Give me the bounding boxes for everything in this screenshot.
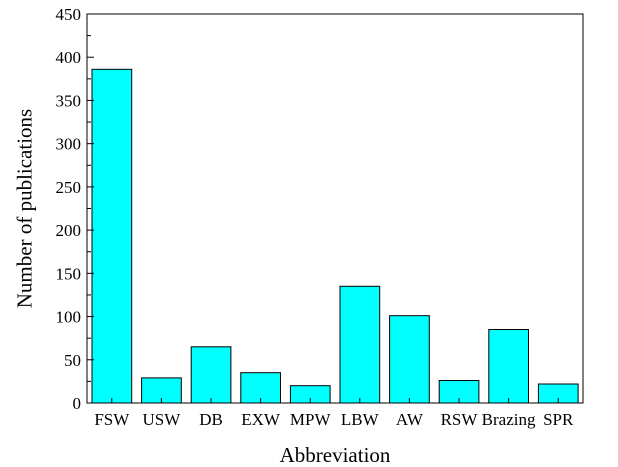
x-tick-label: DB — [199, 410, 223, 429]
bar-lbw — [339, 285, 381, 404]
x-tick-label: Brazing — [482, 410, 536, 429]
y-tick-label: 250 — [56, 178, 82, 197]
x-tick-label: EXW — [241, 410, 281, 429]
x-tick-label: RSW — [441, 410, 479, 429]
x-tick-label: USW — [143, 410, 182, 429]
y-tick-label: 300 — [56, 135, 82, 154]
ticks-layer — [87, 13, 559, 404]
bar-db — [190, 346, 232, 404]
labels-layer: FSW USW DB EXW MPW LBW AW RSW Brazing SPR 0 50 100 15… — [56, 5, 574, 429]
y-tick-label: 450 — [56, 5, 82, 24]
bar-aw — [389, 315, 430, 404]
y-tick-label: 400 — [56, 48, 82, 67]
y-tick-label: 350 — [56, 91, 82, 110]
bar-fsw — [91, 68, 133, 404]
x-tick-label: SPR — [543, 410, 574, 429]
y-tick-label: 200 — [56, 221, 82, 240]
bar-exw — [240, 372, 282, 404]
y-tick-label: 0 — [73, 394, 82, 413]
x-tick-label: AW — [396, 410, 424, 429]
y-tick-label: 50 — [64, 351, 81, 370]
bar-brazing — [488, 329, 529, 404]
y-tick-label: 150 — [56, 264, 82, 283]
x-tick-label: FSW — [94, 410, 130, 429]
y-axis-title: Number of publications — [12, 109, 36, 308]
y-tick-label: 100 — [56, 308, 82, 327]
x-tick-label: LBW — [341, 410, 380, 429]
bars-layer — [91, 68, 579, 404]
plot-frame — [86, 13, 584, 404]
x-axis-title: Abbreviation — [280, 443, 391, 467]
x-tick-label: MPW — [290, 410, 332, 429]
